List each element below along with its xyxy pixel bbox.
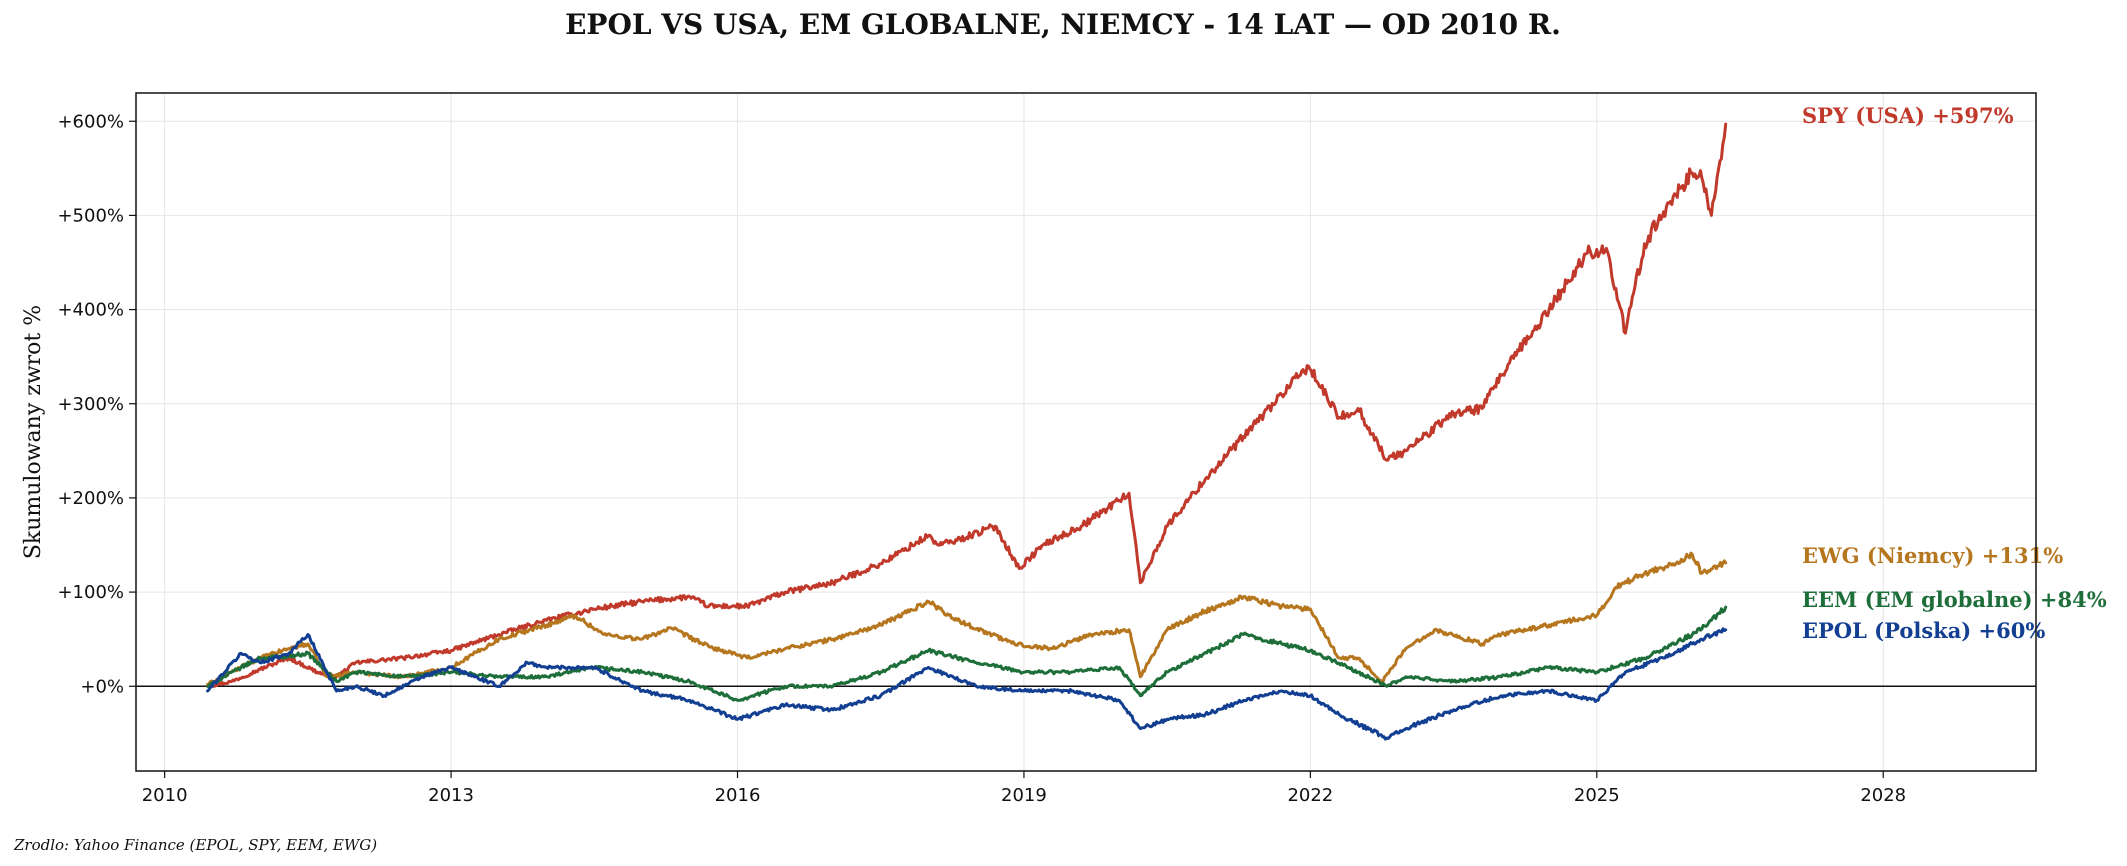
y-axis-label: Skumulowany zwrot % <box>21 305 46 559</box>
y-ticks: +0% +100% +200% +300% +400% +500% +600% <box>57 111 136 697</box>
chart-title: EPOL VS USA, EM GLOBALNE, NIEMCY - 14 LA… <box>565 8 1561 41</box>
y-tick-label: +100% <box>57 582 124 603</box>
y-tick-label: +300% <box>57 394 124 415</box>
series-line-spy <box>206 122 1728 689</box>
x-tick-label: 2016 <box>715 785 761 806</box>
series-lines <box>206 122 1728 741</box>
source-note: Zrodlo: Yahoo Finance (EPOL, SPY, EEM, E… <box>13 836 377 854</box>
series-line-ewg <box>206 551 1728 686</box>
end-label-ewg: EWG (Niemcy) +131% <box>1802 543 2063 568</box>
series-line-epol <box>206 627 1728 741</box>
x-tick-label: 2010 <box>142 785 188 806</box>
x-tick-label: 2028 <box>1860 785 1906 806</box>
x-tick-label: 2019 <box>1001 785 1047 806</box>
end-label-spy: SPY (USA) +597% <box>1802 103 2014 128</box>
grid-lines <box>136 93 2036 771</box>
x-tick-label: 2025 <box>1574 785 1620 806</box>
x-tick-label: 2013 <box>428 785 474 806</box>
x-tick-label: 2022 <box>1287 785 1333 806</box>
y-tick-label: +0% <box>80 676 124 697</box>
y-tick-label: +500% <box>57 205 124 226</box>
y-tick-label: +200% <box>57 488 124 509</box>
y-tick-label: +400% <box>57 300 124 321</box>
x-ticks: 2010 2013 2016 2019 2022 2025 2028 <box>142 771 1906 806</box>
y-tick-label: +600% <box>57 111 124 132</box>
end-labels: SPY (USA) +597% EWG (Niemcy) +131% EEM (EM… <box>1802 103 2107 643</box>
end-label-epol: EPOL (Polska) +60% <box>1802 618 2045 643</box>
plot-frame <box>135 92 2037 772</box>
end-label-eem: EEM (EM globalne) +84% <box>1802 587 2107 612</box>
